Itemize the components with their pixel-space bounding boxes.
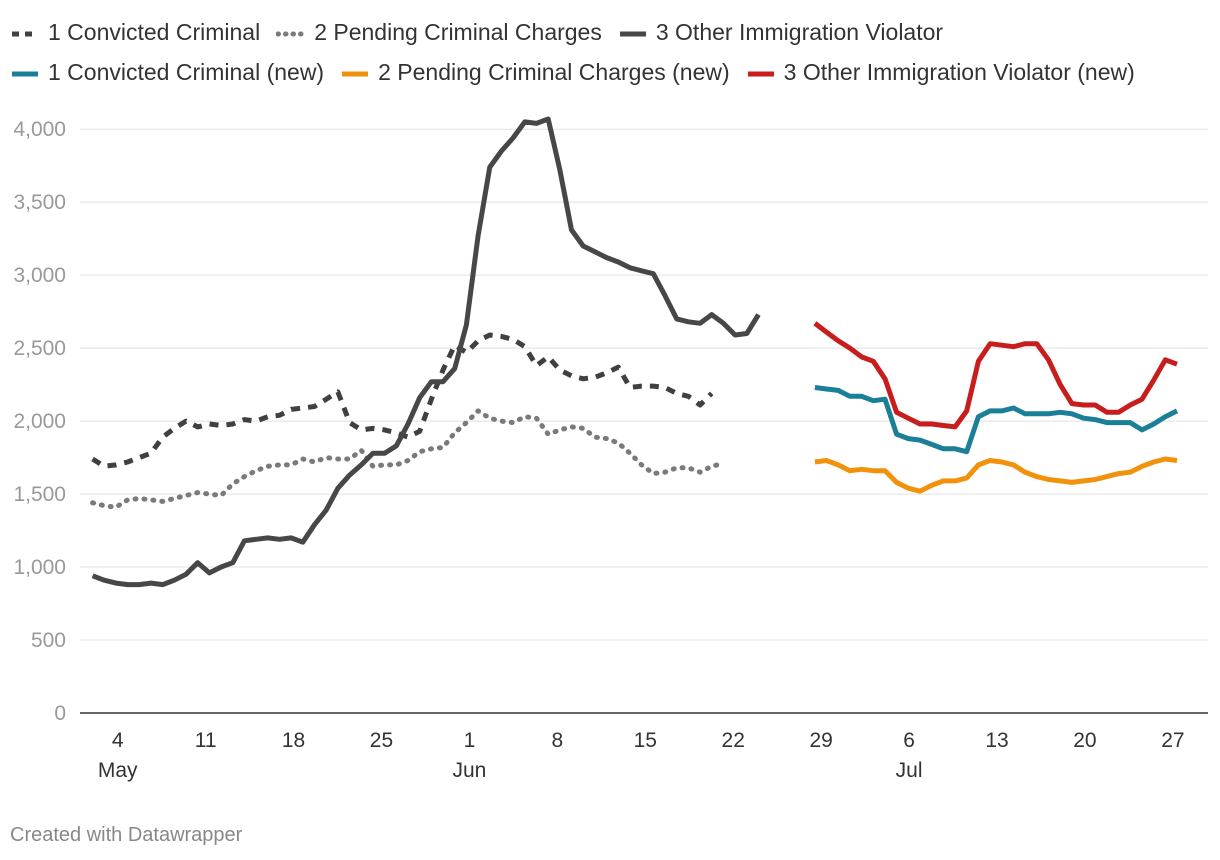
legend-item: 2 Pending Criminal Charges [276,12,602,52]
series-line [91,116,761,588]
x-tick-label: 27 [1161,729,1184,752]
x-tick-label: 25 [370,729,393,752]
legend-label: 2 Pending Criminal Charges (new) [378,59,730,85]
x-tick-label: 29 [809,729,832,752]
legend-item: 1 Convicted Criminal [10,12,260,52]
x-tick-label: 13 [985,729,1008,752]
y-tick-label: 500 [31,629,66,652]
series-line [90,408,726,510]
legend-label: 2 Pending Criminal Charges [314,19,602,45]
x-tick-label: 22 [722,729,745,752]
legend-swatch [746,69,776,79]
y-tick-label: 3,500 [13,191,66,214]
x-tick-label: 1 [464,729,476,752]
x-tick-label: 18 [282,729,305,752]
x-month-label: Jun [452,759,486,782]
y-tick-label: 4,000 [13,118,66,141]
legend-item: 3 Other Immigration Violator [618,12,943,52]
legend-swatch [276,29,307,39]
legend-swatch [340,69,370,79]
legend-swatch [618,29,648,39]
legend-swatch [10,69,40,79]
y-tick-label: 1,000 [13,556,66,579]
legend-label: 3 Other Immigration Violator (new) [783,59,1135,85]
legend-item: 1 Convicted Criminal (new) [10,52,324,92]
y-tick-label: 0 [54,702,66,725]
legend-swatch [10,29,40,39]
x-tick-label: 11 [195,729,217,752]
legend-label: 3 Other Immigration Violator [655,19,944,45]
credit-text: Created with Datawrapper [10,824,243,846]
series-line [91,332,714,469]
legend-label: 1 Convicted Criminal (new) [48,59,325,85]
y-tick-label: 3,000 [13,264,66,287]
x-tick-label: 4 [112,729,124,752]
series-line [814,456,1178,494]
x-tick-label: 6 [903,729,915,752]
legend-label: 1 Convicted Criminal [48,19,261,45]
x-month-label: May [98,759,138,782]
series-line [814,385,1179,455]
y-tick-label: 2,500 [13,337,66,360]
series-line [813,321,1178,430]
legend-item: 2 Pending Criminal Charges (new) [340,52,730,92]
x-tick-label: 20 [1073,729,1096,752]
x-tick-label: 8 [552,729,564,752]
y-tick-label: 2,000 [13,410,66,433]
chart-legend: 1 Convicted Criminal 2 Pending Criminal C… [10,12,1210,92]
y-tick-label: 1,500 [13,483,66,506]
x-tick-label: 15 [634,729,657,752]
legend-item: 3 Other Immigration Violator (new) [746,52,1135,92]
x-month-label: Jul [896,759,923,782]
